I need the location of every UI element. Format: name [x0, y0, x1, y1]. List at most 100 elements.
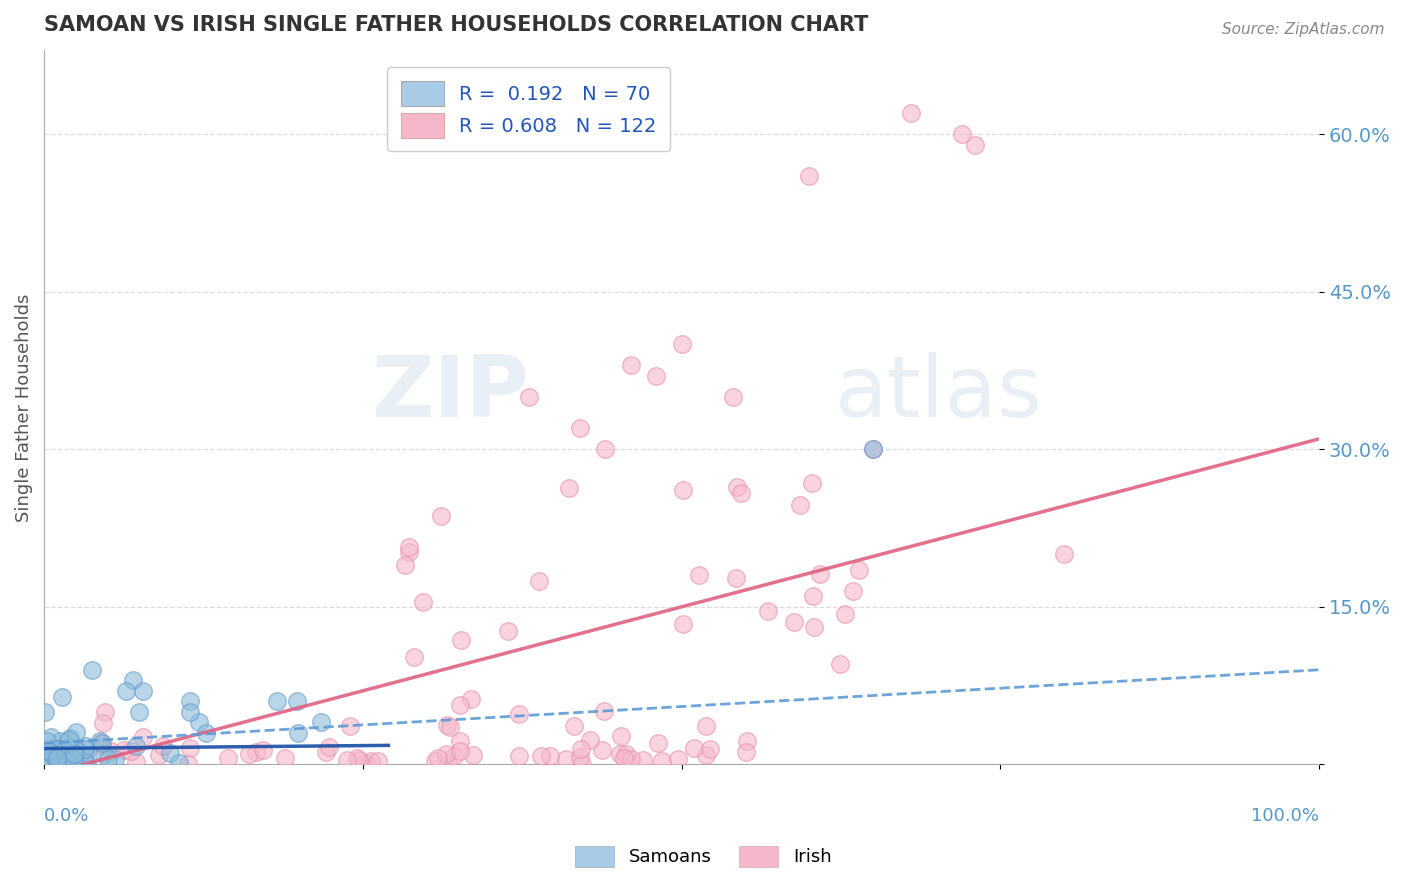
Point [51, 752, 73, 766]
Point [591, 743, 613, 757]
Point [41, 743, 63, 757]
Point [842, 583, 865, 598]
Point [449, 733, 471, 747]
Point [437, 756, 460, 771]
Point [125, 739, 148, 753]
Point [148, 747, 170, 762]
Point [803, 620, 825, 634]
Point [65, 724, 87, 739]
Point [695, 748, 717, 763]
Point [579, 733, 602, 747]
Point [90, 739, 112, 753]
Point [318, 739, 340, 754]
Point [789, 498, 811, 512]
Point [538, 749, 561, 764]
Text: 0.0%: 0.0% [44, 807, 90, 825]
Point [799, 169, 821, 184]
Point [311, 715, 333, 730]
Point [651, 754, 673, 768]
Point [725, 480, 748, 494]
Point [346, 751, 368, 765]
Point [63, 755, 86, 769]
Point [179, 705, 201, 719]
Point [63, 752, 86, 766]
Point [347, 753, 370, 767]
Point [508, 706, 530, 721]
Point [558, 481, 581, 495]
Point [55, 753, 77, 767]
Point [569, 750, 592, 764]
Point [461, 748, 484, 763]
Point [45, 742, 67, 756]
Text: SAMOAN VS IRISH SINGLE FATHER HOUSEHOLDS CORRELATION CHART: SAMOAN VS IRISH SINGLE FATHER HOUSEHOLDS… [44, 15, 869, 35]
Point [51, 754, 73, 768]
Text: 100.0%: 100.0% [1251, 807, 1319, 825]
Point [122, 673, 145, 688]
Point [152, 739, 174, 754]
Point [48, 742, 70, 756]
Point [699, 741, 721, 756]
Point [70, 745, 93, 759]
Point [828, 657, 851, 671]
Point [112, 743, 135, 757]
Point [834, 607, 856, 621]
Point [315, 745, 337, 759]
Point [39, 745, 62, 759]
Point [443, 748, 465, 763]
Point [45, 751, 67, 765]
Point [672, 617, 695, 632]
Point [402, 650, 425, 665]
Point [862, 442, 884, 457]
Point [425, 754, 447, 768]
Point [571, 757, 593, 772]
Point [39, 730, 62, 744]
Point [65, 742, 87, 756]
Point [360, 754, 382, 768]
Point [449, 744, 471, 758]
Point [569, 741, 592, 756]
Point [91, 736, 114, 750]
Point [336, 753, 359, 767]
Point [848, 563, 870, 577]
Point [38, 741, 60, 756]
Point [593, 704, 616, 718]
Point [808, 566, 831, 581]
Point [593, 442, 616, 457]
Point [801, 589, 824, 603]
Point [100, 744, 122, 758]
Point [568, 421, 591, 435]
Point [735, 745, 758, 759]
Point [167, 756, 190, 770]
Point [75, 755, 97, 769]
Point [120, 744, 142, 758]
Point [427, 751, 450, 765]
Point [430, 508, 453, 523]
Point [900, 106, 922, 120]
Point [666, 752, 689, 766]
Point [252, 743, 274, 757]
Point [285, 694, 308, 708]
Point [725, 570, 748, 584]
Point [51, 743, 73, 757]
Point [529, 574, 551, 589]
Point [950, 128, 973, 142]
Point [45, 752, 67, 766]
Point [58, 757, 80, 772]
Point [51, 751, 73, 765]
Point [75, 739, 97, 753]
Point [195, 725, 218, 739]
Point [238, 747, 260, 762]
Point [49, 734, 72, 748]
Point [496, 624, 519, 638]
Point [73, 742, 96, 756]
Legend: R =  0.192   N = 70, R = 0.608   N = 122: R = 0.192 N = 70, R = 0.608 N = 122 [387, 67, 671, 152]
Point [245, 745, 267, 759]
Point [730, 486, 752, 500]
Point [671, 337, 693, 351]
Point [132, 730, 155, 744]
Point [756, 604, 779, 618]
Point [412, 595, 434, 609]
Text: atlas: atlas [835, 351, 1043, 434]
Y-axis label: Single Father Households: Single Father Households [15, 293, 32, 522]
Point [51, 754, 73, 768]
